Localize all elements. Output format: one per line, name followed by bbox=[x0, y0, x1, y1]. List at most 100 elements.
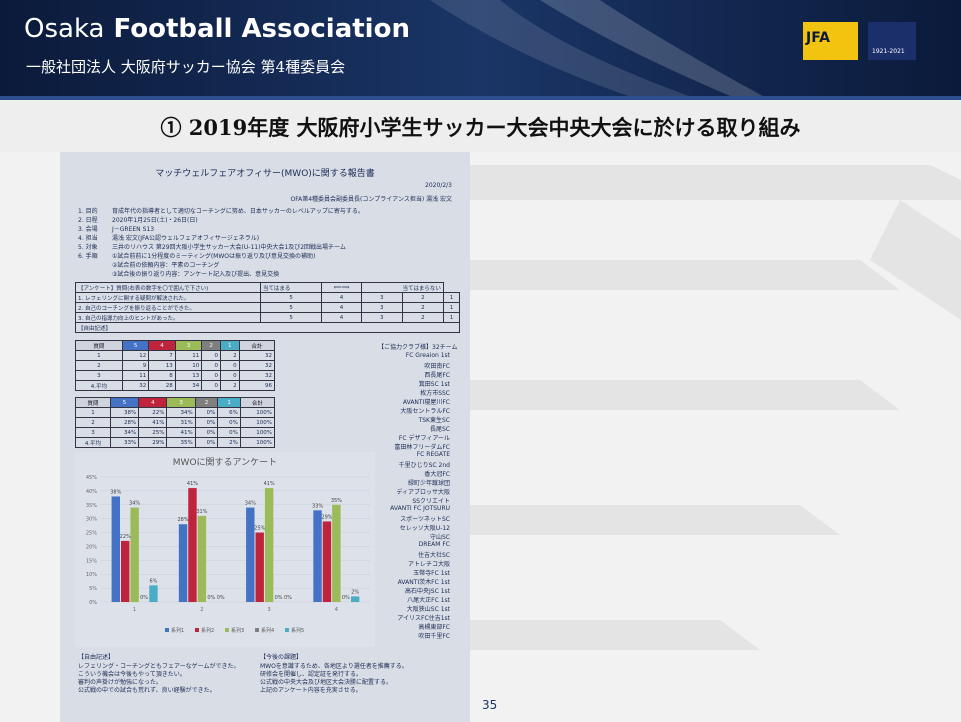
club-name: AVANTI寝屋川FC bbox=[403, 397, 450, 406]
value-label: 2% bbox=[351, 589, 359, 595]
club-name: 高槻東部FC bbox=[418, 622, 450, 631]
legend-label: 系列4 bbox=[261, 627, 274, 634]
survey-scale: 3 bbox=[361, 293, 402, 303]
survey-header: 【アンケート】質問(右表の数字を〇で囲んで下さい)当てはまる⟸⟹当てはまらない bbox=[76, 283, 460, 293]
table-header-cell: 4 bbox=[139, 398, 167, 408]
table-cell: 22% bbox=[139, 408, 167, 418]
survey-scale: 2 bbox=[402, 293, 443, 303]
table-header-cell: 1 bbox=[220, 341, 239, 351]
table-cell: 31% bbox=[167, 418, 195, 428]
value-label: 33% bbox=[312, 503, 323, 509]
item-text: J－GREEN S13 bbox=[112, 224, 154, 233]
club-name: 長尾SC bbox=[430, 424, 450, 433]
club-name: SSクリエイト bbox=[412, 496, 450, 505]
survey-scale: 5 bbox=[261, 303, 322, 313]
item-text: 三井のリハウス 第29回大阪小学生サッカー大会(U-11)中央大会1及び2回戦出… bbox=[112, 242, 346, 251]
value-label: 29% bbox=[321, 514, 332, 520]
table-cell: 0 bbox=[202, 381, 221, 391]
survey-scale: 1 bbox=[443, 303, 459, 313]
survey-scale: 2 bbox=[402, 313, 443, 323]
value-label: 0% bbox=[275, 595, 283, 601]
value-label: 0% bbox=[217, 595, 225, 601]
table-header-cell: 4 bbox=[149, 341, 175, 351]
table-cell: 38% bbox=[110, 408, 138, 418]
survey-scale: 5 bbox=[261, 313, 322, 323]
table-header-cell: 5 bbox=[122, 341, 148, 351]
value-label: 38% bbox=[110, 489, 121, 495]
item-label: 6. 手順 bbox=[78, 251, 98, 260]
value-label: 41% bbox=[264, 481, 275, 487]
doc-title: マッチウェルフェアオフィサー(MWO)に関する報告書 bbox=[60, 166, 470, 179]
club-name: 香大冠FC bbox=[424, 469, 450, 478]
clubs-title: 【ご協力クラブ様】32チーム bbox=[378, 342, 457, 351]
value-label: 22% bbox=[120, 534, 131, 540]
table-cell: 2 bbox=[220, 381, 239, 391]
issues-title: 【今後の課題】 bbox=[260, 652, 302, 661]
value-label: 0% bbox=[284, 595, 292, 601]
value-label: 34% bbox=[129, 501, 140, 507]
bar bbox=[246, 508, 254, 602]
bar bbox=[351, 596, 359, 602]
value-label: 34% bbox=[245, 501, 256, 507]
survey-arrow: ⟸⟹ bbox=[322, 283, 361, 293]
table-cell: 11 bbox=[175, 351, 201, 361]
survey-scale: 4 bbox=[322, 303, 361, 313]
survey-disagree: 当てはまらない bbox=[361, 283, 443, 293]
value-label: 25% bbox=[254, 526, 265, 532]
table-cell: 0% bbox=[195, 428, 218, 438]
table-cell: 100% bbox=[240, 408, 274, 418]
logo-jfa: JFA bbox=[806, 30, 830, 46]
survey-scale: 4 bbox=[322, 293, 361, 303]
table-cell: 10 bbox=[175, 361, 201, 371]
value-label: 0% bbox=[342, 595, 350, 601]
table-cell: 41% bbox=[167, 428, 195, 438]
table-row: 4.平均33%29%35%0%2%100% bbox=[76, 438, 275, 448]
table-header-cell: 質問 bbox=[76, 398, 111, 408]
bar bbox=[198, 516, 206, 602]
table-cell: 100% bbox=[240, 428, 274, 438]
free-comment: 公式戦の中での試合も荒れず、良い経験ができた。 bbox=[78, 685, 216, 694]
item-label: 5. 対象 bbox=[78, 242, 98, 251]
club-name: スポーツネットSC bbox=[400, 514, 450, 523]
bar bbox=[188, 488, 196, 602]
chart-title: MWOに関するアンケート bbox=[173, 457, 277, 468]
table-cell: 28% bbox=[110, 418, 138, 428]
survey-question: 1. レフェリングに関する疑問が解決された。 bbox=[76, 293, 261, 303]
y-tick-label: 30% bbox=[86, 517, 97, 523]
logo-years: 1921-2021 bbox=[872, 48, 905, 55]
table-cell: 2 bbox=[220, 351, 239, 361]
value-label: 0% bbox=[207, 595, 215, 601]
item-label: 2. 日程 bbox=[78, 215, 98, 224]
survey-scale: 1 bbox=[443, 293, 459, 303]
club-name: 枚方市SSC bbox=[420, 388, 450, 397]
y-tick-label: 40% bbox=[86, 489, 97, 495]
doc-date: 2020/2/3 bbox=[425, 182, 452, 189]
club-name: アイリスFC住吉1st bbox=[397, 613, 450, 622]
table-cell: 100% bbox=[240, 418, 274, 428]
slide-title: ① 2019年度 大阪府小学生サッカー大会中央大会に於ける取り組み bbox=[0, 112, 961, 142]
legend-label: 系列1 bbox=[171, 627, 184, 634]
table-cell: 29% bbox=[139, 438, 167, 448]
bar bbox=[323, 521, 331, 602]
club-name: 西長尾FC bbox=[424, 370, 450, 379]
table-header-cell: 合計 bbox=[240, 398, 274, 408]
table-cell: 0 bbox=[220, 371, 239, 381]
x-tick-label: 4 bbox=[335, 607, 338, 613]
table-cell: 13 bbox=[175, 371, 201, 381]
slide: Osaka Football Association 一般社団法人 大阪府サッカ… bbox=[0, 0, 961, 722]
page-number: 35 bbox=[482, 698, 497, 712]
table-cell: 0% bbox=[218, 418, 241, 428]
item-text: ③試合後の振り返り内容：アンケート記入及び提出、意見交換 bbox=[112, 269, 279, 278]
bar bbox=[332, 505, 340, 602]
y-tick-label: 35% bbox=[86, 503, 97, 509]
legend-label: 系列3 bbox=[231, 627, 244, 634]
table-cell: 2 bbox=[76, 361, 123, 371]
table-cell: 0% bbox=[195, 438, 218, 448]
survey-scale: 3 bbox=[361, 303, 402, 313]
